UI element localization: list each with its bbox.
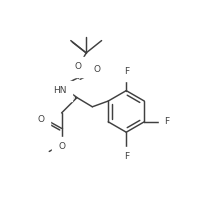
Text: F: F: [163, 117, 169, 126]
Text: F: F: [123, 67, 128, 76]
Text: F: F: [123, 152, 128, 161]
Text: O: O: [93, 65, 100, 74]
Text: O: O: [58, 142, 65, 151]
Text: O: O: [75, 62, 82, 71]
Text: O: O: [37, 115, 44, 124]
Text: HN: HN: [53, 86, 67, 95]
